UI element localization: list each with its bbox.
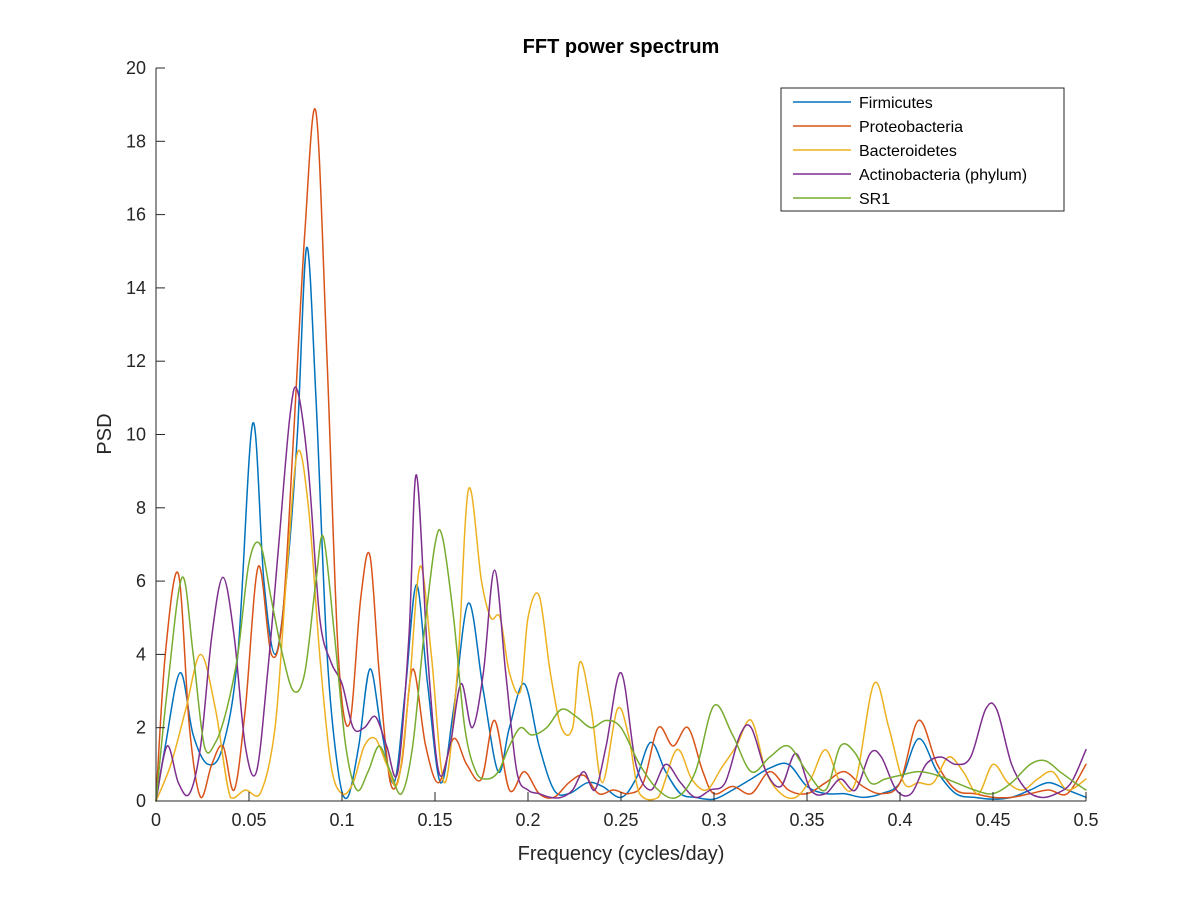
x-tick-label: 0	[151, 810, 161, 830]
x-tick-label: 0.4	[887, 810, 912, 830]
x-tick-label: 0.35	[789, 810, 824, 830]
y-tick-label: 0	[136, 791, 146, 811]
series-line-proteobacteria	[155, 108, 1087, 802]
y-tick-label: 18	[126, 131, 146, 151]
y-tick-label: 14	[126, 278, 146, 298]
x-tick-label: 0.05	[231, 810, 266, 830]
y-tick-label: 2	[136, 718, 146, 738]
x-axis-ticks: 0 0.05 0.1 0.15 0.2 0.25 0.3 0.35 0.4 0.45 0.5	[151, 792, 1099, 830]
y-tick-label: 12	[126, 351, 146, 371]
series-line-sr1	[155, 528, 1087, 802]
legend-label: Bacteroidetes	[859, 143, 957, 160]
series-group	[155, 108, 1087, 802]
y-tick-label: 4	[136, 644, 146, 664]
chart-title: FFT power spectrum	[523, 36, 720, 58]
legend-label: Actinobacteria (phylum)	[859, 167, 1027, 184]
y-axis-ticks: 0 2 4 6 8 10 12 14 16 18 20	[126, 58, 165, 811]
legend-label: SR1	[859, 191, 890, 208]
x-tick-label: 0.15	[417, 810, 452, 830]
legend-label: Firmicutes	[859, 95, 933, 112]
y-tick-label: 6	[136, 571, 146, 591]
x-axis-label: Frequency (cycles/day)	[518, 843, 725, 865]
legend: Firmicutes Proteobacteria Bacteroidetes Act…	[780, 87, 1065, 212]
x-tick-label: 0.25	[603, 810, 638, 830]
y-tick-label: 16	[126, 205, 146, 225]
series-line-actinobacteria-phylum	[155, 386, 1087, 802]
y-axis-label: PSD	[94, 413, 116, 454]
y-tick-label: 8	[136, 498, 146, 518]
y-tick-label: 10	[126, 425, 146, 445]
x-tick-label: 0.5	[1073, 810, 1098, 830]
x-tick-label: 0.2	[515, 810, 540, 830]
x-tick-label: 0.45	[975, 810, 1010, 830]
y-tick-label: 20	[126, 58, 146, 78]
legend-label: Proteobacteria	[859, 119, 963, 136]
series-line-bacteroidetes	[155, 449, 1087, 802]
x-tick-label: 0.1	[329, 810, 354, 830]
x-tick-label: 0.3	[701, 810, 726, 830]
